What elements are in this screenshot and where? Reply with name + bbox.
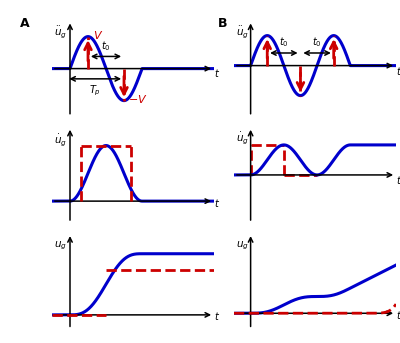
Text: $\ddot{u}_g$: $\ddot{u}_g$ [236,24,249,40]
Text: $u_g$: $u_g$ [236,240,248,252]
Text: $-V$: $-V$ [128,93,148,105]
Text: $t_0$: $t_0$ [101,39,111,52]
Text: $T_p$: $T_p$ [89,83,101,98]
Text: B: B [218,17,228,30]
Text: $\dot{u}_g$: $\dot{u}_g$ [236,131,249,146]
Text: $t$: $t$ [396,309,400,321]
Text: $V$: $V$ [93,29,104,41]
Text: $t$: $t$ [214,310,220,322]
Text: $\ddot{u}_g$: $\ddot{u}_g$ [54,24,67,40]
Text: $u_g$: $u_g$ [54,240,66,252]
Text: $\dot{u}_g$: $\dot{u}_g$ [54,133,67,149]
Text: A: A [20,17,30,30]
Text: $t$: $t$ [214,197,220,209]
Text: $t$: $t$ [214,68,220,79]
Text: $t$: $t$ [396,174,400,186]
Text: $t_0$: $t_0$ [312,35,322,49]
Text: $t_0$: $t_0$ [279,35,289,49]
Text: $t$: $t$ [396,65,400,77]
